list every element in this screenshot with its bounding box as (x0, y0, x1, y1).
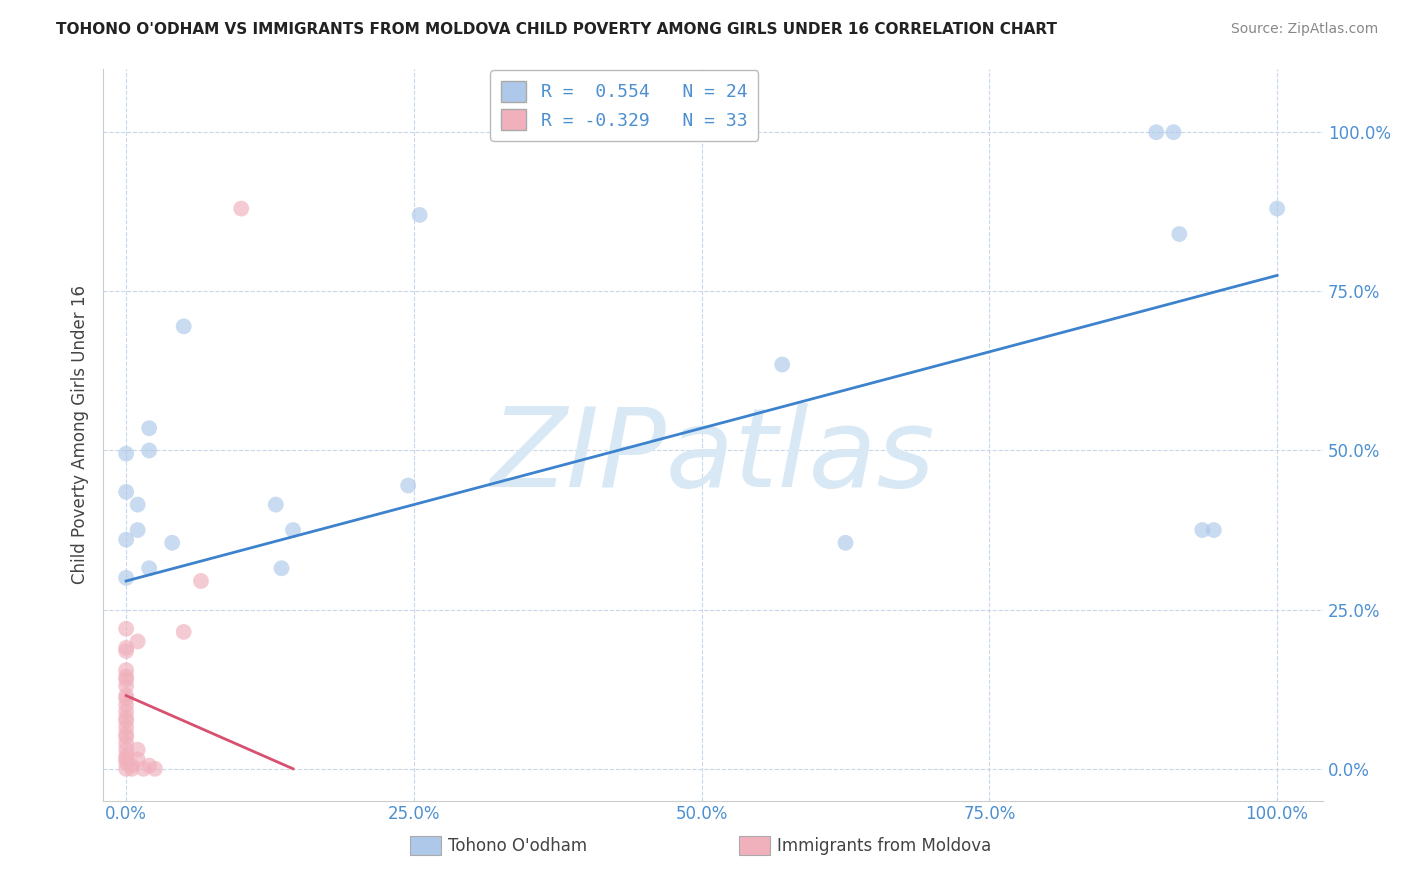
Point (138, 561, 160, 575)
Point (115, 762, 138, 776)
Point (121, 762, 143, 776)
Text: ZIPatlas: ZIPatlas (491, 403, 935, 510)
Point (127, 523, 149, 537)
Text: Immigrants from Moldova: Immigrants from Moldova (778, 837, 991, 855)
Point (115, 698, 138, 713)
Point (115, 756, 138, 770)
Point (115, 714, 138, 728)
Point (270, 561, 292, 575)
Point (115, 622, 138, 636)
Point (115, 752, 138, 766)
Point (396, 478, 419, 492)
Point (132, 762, 155, 776)
Point (138, 443, 160, 458)
Point (115, 644, 138, 658)
Point (115, 727, 138, 741)
Point (115, 742, 138, 756)
Point (115, 679, 138, 693)
Point (138, 758, 160, 772)
Point (115, 663, 138, 677)
Point (127, 498, 149, 512)
Point (408, 208, 430, 222)
Y-axis label: Child Poverty Among Girls Under 16: Child Poverty Among Girls Under 16 (72, 285, 89, 584)
Text: TOHONO O'ODHAM VS IMMIGRANTS FROM MOLDOVA CHILD POVERTY AMONG GIRLS UNDER 16 COR: TOHONO O'ODHAM VS IMMIGRANTS FROM MOLDOV… (56, 22, 1057, 37)
Legend: R =  0.554   N = 24, R = -0.329   N = 33: R = 0.554 N = 24, R = -0.329 N = 33 (491, 70, 758, 141)
Point (115, 689, 138, 703)
Point (115, 749, 138, 764)
Point (1265, 202, 1288, 216)
Point (115, 691, 138, 706)
Point (115, 720, 138, 734)
Point (264, 498, 287, 512)
Point (115, 447, 138, 461)
Point (1202, 523, 1225, 537)
Point (138, 421, 160, 435)
Point (115, 705, 138, 719)
Point (1163, 125, 1185, 139)
Point (115, 730, 138, 744)
Text: Source: ZipAtlas.com: Source: ZipAtlas.com (1230, 22, 1378, 37)
Point (1144, 125, 1167, 139)
Point (115, 571, 138, 585)
Point (281, 523, 304, 537)
Point (115, 484, 138, 499)
Point (173, 624, 195, 639)
Point (127, 742, 149, 756)
Point (1168, 227, 1191, 241)
Text: Tohono O'odham: Tohono O'odham (447, 837, 586, 855)
Point (115, 640, 138, 655)
Point (115, 673, 138, 687)
Point (127, 752, 149, 766)
Point (173, 319, 195, 334)
Point (160, 536, 183, 550)
Point (834, 536, 856, 550)
Point (1191, 523, 1213, 537)
Point (143, 762, 166, 776)
Point (190, 574, 212, 588)
Point (770, 358, 793, 372)
Point (115, 736, 138, 750)
Point (231, 202, 253, 216)
Point (115, 533, 138, 547)
Point (115, 669, 138, 683)
Point (121, 758, 143, 772)
Point (115, 711, 138, 725)
Point (127, 634, 149, 648)
